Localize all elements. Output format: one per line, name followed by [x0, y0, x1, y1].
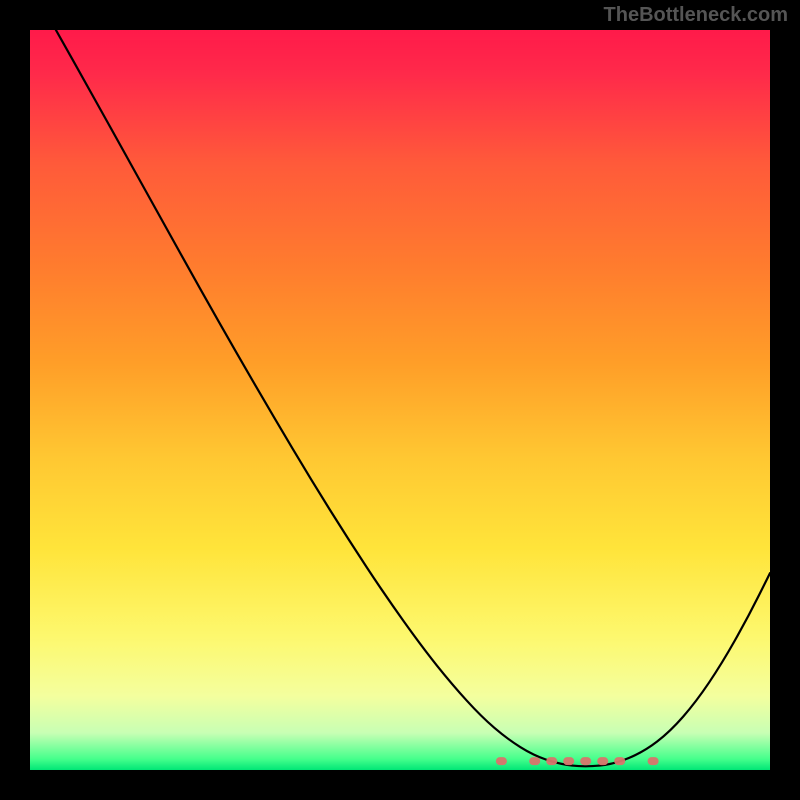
watermark-text: TheBottleneck.com	[604, 4, 788, 27]
bottleneck-chart	[0, 0, 800, 800]
plot-background	[30, 30, 770, 770]
chart-container: TheBottleneck.com	[0, 0, 800, 800]
